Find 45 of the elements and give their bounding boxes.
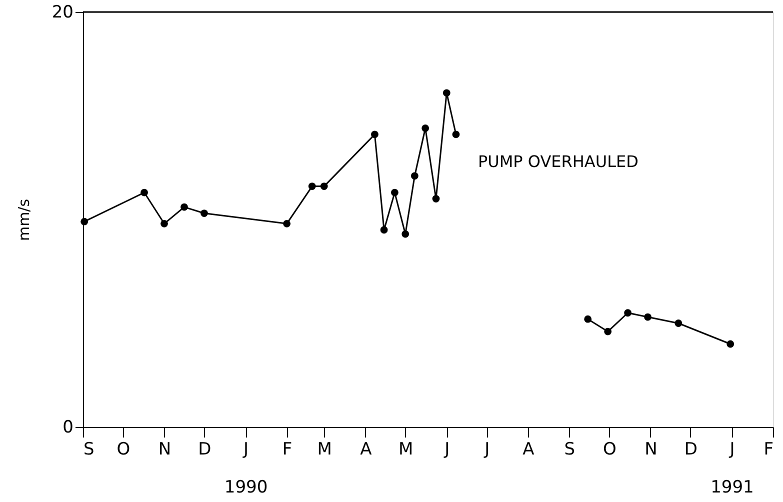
x-tick-label: J [484, 440, 490, 460]
x-tick-label: J 1990 [224, 440, 268, 498]
point [402, 230, 410, 238]
point [200, 210, 208, 217]
x-tick-label: F [764, 440, 774, 460]
point [160, 220, 168, 228]
x-tick-label: F [282, 440, 292, 460]
point [422, 124, 430, 132]
x-tick-label: S [84, 440, 94, 460]
y-tick-label: 20 [52, 2, 74, 22]
point [180, 203, 188, 211]
x-tick-label: M [317, 440, 332, 460]
point [644, 313, 652, 321]
x-tick-label: N [644, 440, 658, 460]
point [80, 218, 88, 226]
x-tick-label: A [522, 440, 535, 460]
x-tick-label: D [198, 440, 212, 460]
x-tick-label: D [684, 440, 698, 460]
x-tick-label: O [602, 440, 616, 460]
point [283, 220, 291, 228]
point [390, 188, 398, 196]
point [140, 188, 148, 196]
y-tick-label: 0 [62, 418, 74, 438]
x-tick-label: S [564, 440, 576, 460]
x-tick-label: O [116, 440, 130, 460]
point [371, 130, 378, 138]
y-axis-title: mm/s [14, 198, 33, 242]
point [674, 320, 682, 327]
point [624, 309, 632, 317]
point [452, 130, 460, 138]
annotation: PUMP OVERHAULED [478, 152, 638, 171]
point [604, 328, 612, 336]
point [380, 226, 388, 234]
x-tick-label: N [158, 440, 172, 460]
point [442, 89, 450, 97]
point [410, 172, 418, 180]
point [308, 182, 316, 190]
point [584, 315, 592, 323]
x-tick-label: A [360, 440, 372, 460]
x-tick-label: J [444, 440, 450, 460]
x-tick-label: J 1991 [710, 440, 754, 498]
point [726, 340, 734, 348]
point [320, 182, 328, 190]
point [432, 195, 440, 202]
x-tick-label: M [398, 440, 414, 460]
